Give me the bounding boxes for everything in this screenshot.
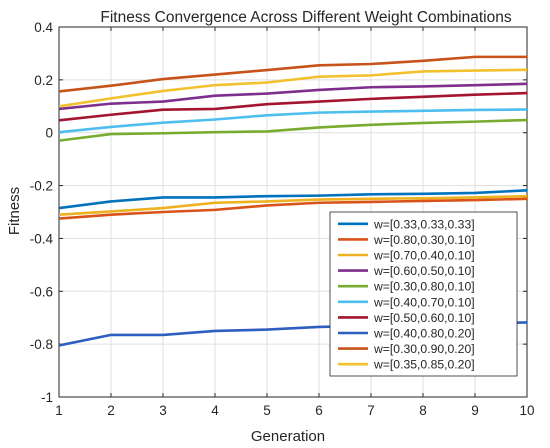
y-tick-label: 0 (45, 126, 53, 141)
legend-label-7: w=[0.50,0.60,0.10] (373, 311, 475, 325)
plot-frame (58, 26, 528, 398)
y-axis-label: Fitness (6, 187, 23, 235)
legend-label-10: w=[0.35,0.85,0.20] (373, 358, 475, 372)
legend-label-1: w=[0.33,0.33,0.33] (373, 217, 475, 231)
series-line-3 (59, 194, 527, 216)
legend-label-8: w=[0.40,0.80,0.20] (373, 327, 475, 341)
x-tick-label: 5 (263, 403, 271, 418)
x-tick-label: 1 (55, 403, 63, 418)
y-tick-label: -1 (41, 390, 53, 405)
x-tick-label: 2 (107, 403, 115, 418)
series-line-9 (59, 55, 527, 93)
x-tick-label: 10 (519, 403, 534, 418)
x-tick-label: 7 (367, 403, 375, 418)
series-line-10 (59, 68, 527, 108)
x-tick-label: 3 (159, 403, 167, 418)
x-tick-label: 4 (211, 403, 219, 418)
series-line-6 (59, 108, 527, 134)
series-line-7 (59, 91, 527, 122)
legend-label-9: w=[0.30,0.90,0.20] (373, 342, 475, 356)
x-tick-label: 6 (315, 403, 323, 418)
legend-label-4: w=[0.60,0.50,0.10] (373, 264, 475, 278)
x-axis-label: Generation (251, 428, 325, 445)
y-tick-label: 0.2 (34, 73, 53, 88)
legend: w=[0.33,0.33,0.33] w=[0.80,0.30,0.10] w=[0… (329, 211, 518, 377)
series-line-5 (59, 118, 527, 142)
legend-label-2: w=[0.80,0.30,0.10] (373, 233, 475, 247)
legend-label-5: w=[0.30,0.80,0.10] (373, 280, 475, 294)
y-tick-label: -0.2 (30, 179, 53, 194)
x-tick-label: 9 (471, 403, 479, 418)
y-tick-label: -0.8 (30, 337, 53, 352)
y-tick-label: -0.6 (30, 284, 53, 299)
x-tick-label: 8 (419, 403, 427, 418)
legend-label-3: w=[0.70,0.40,0.10] (373, 249, 475, 263)
chart-title: Fitness Convergence Across Different Wei… (100, 9, 511, 26)
series-line-4 (59, 82, 527, 111)
series-line-2 (59, 197, 527, 220)
legend-label-6: w=[0.40,0.70,0.10] (373, 295, 475, 309)
series-line-1 (59, 189, 527, 210)
y-tick-label: -0.4 (30, 231, 54, 246)
y-tick-label: 0.4 (34, 20, 53, 35)
